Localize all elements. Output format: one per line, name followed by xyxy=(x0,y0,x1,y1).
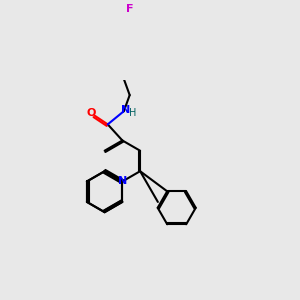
Text: N: N xyxy=(121,105,130,115)
Text: N: N xyxy=(118,176,127,186)
Text: H: H xyxy=(129,108,136,118)
Text: F: F xyxy=(126,4,134,14)
Text: O: O xyxy=(86,108,96,118)
